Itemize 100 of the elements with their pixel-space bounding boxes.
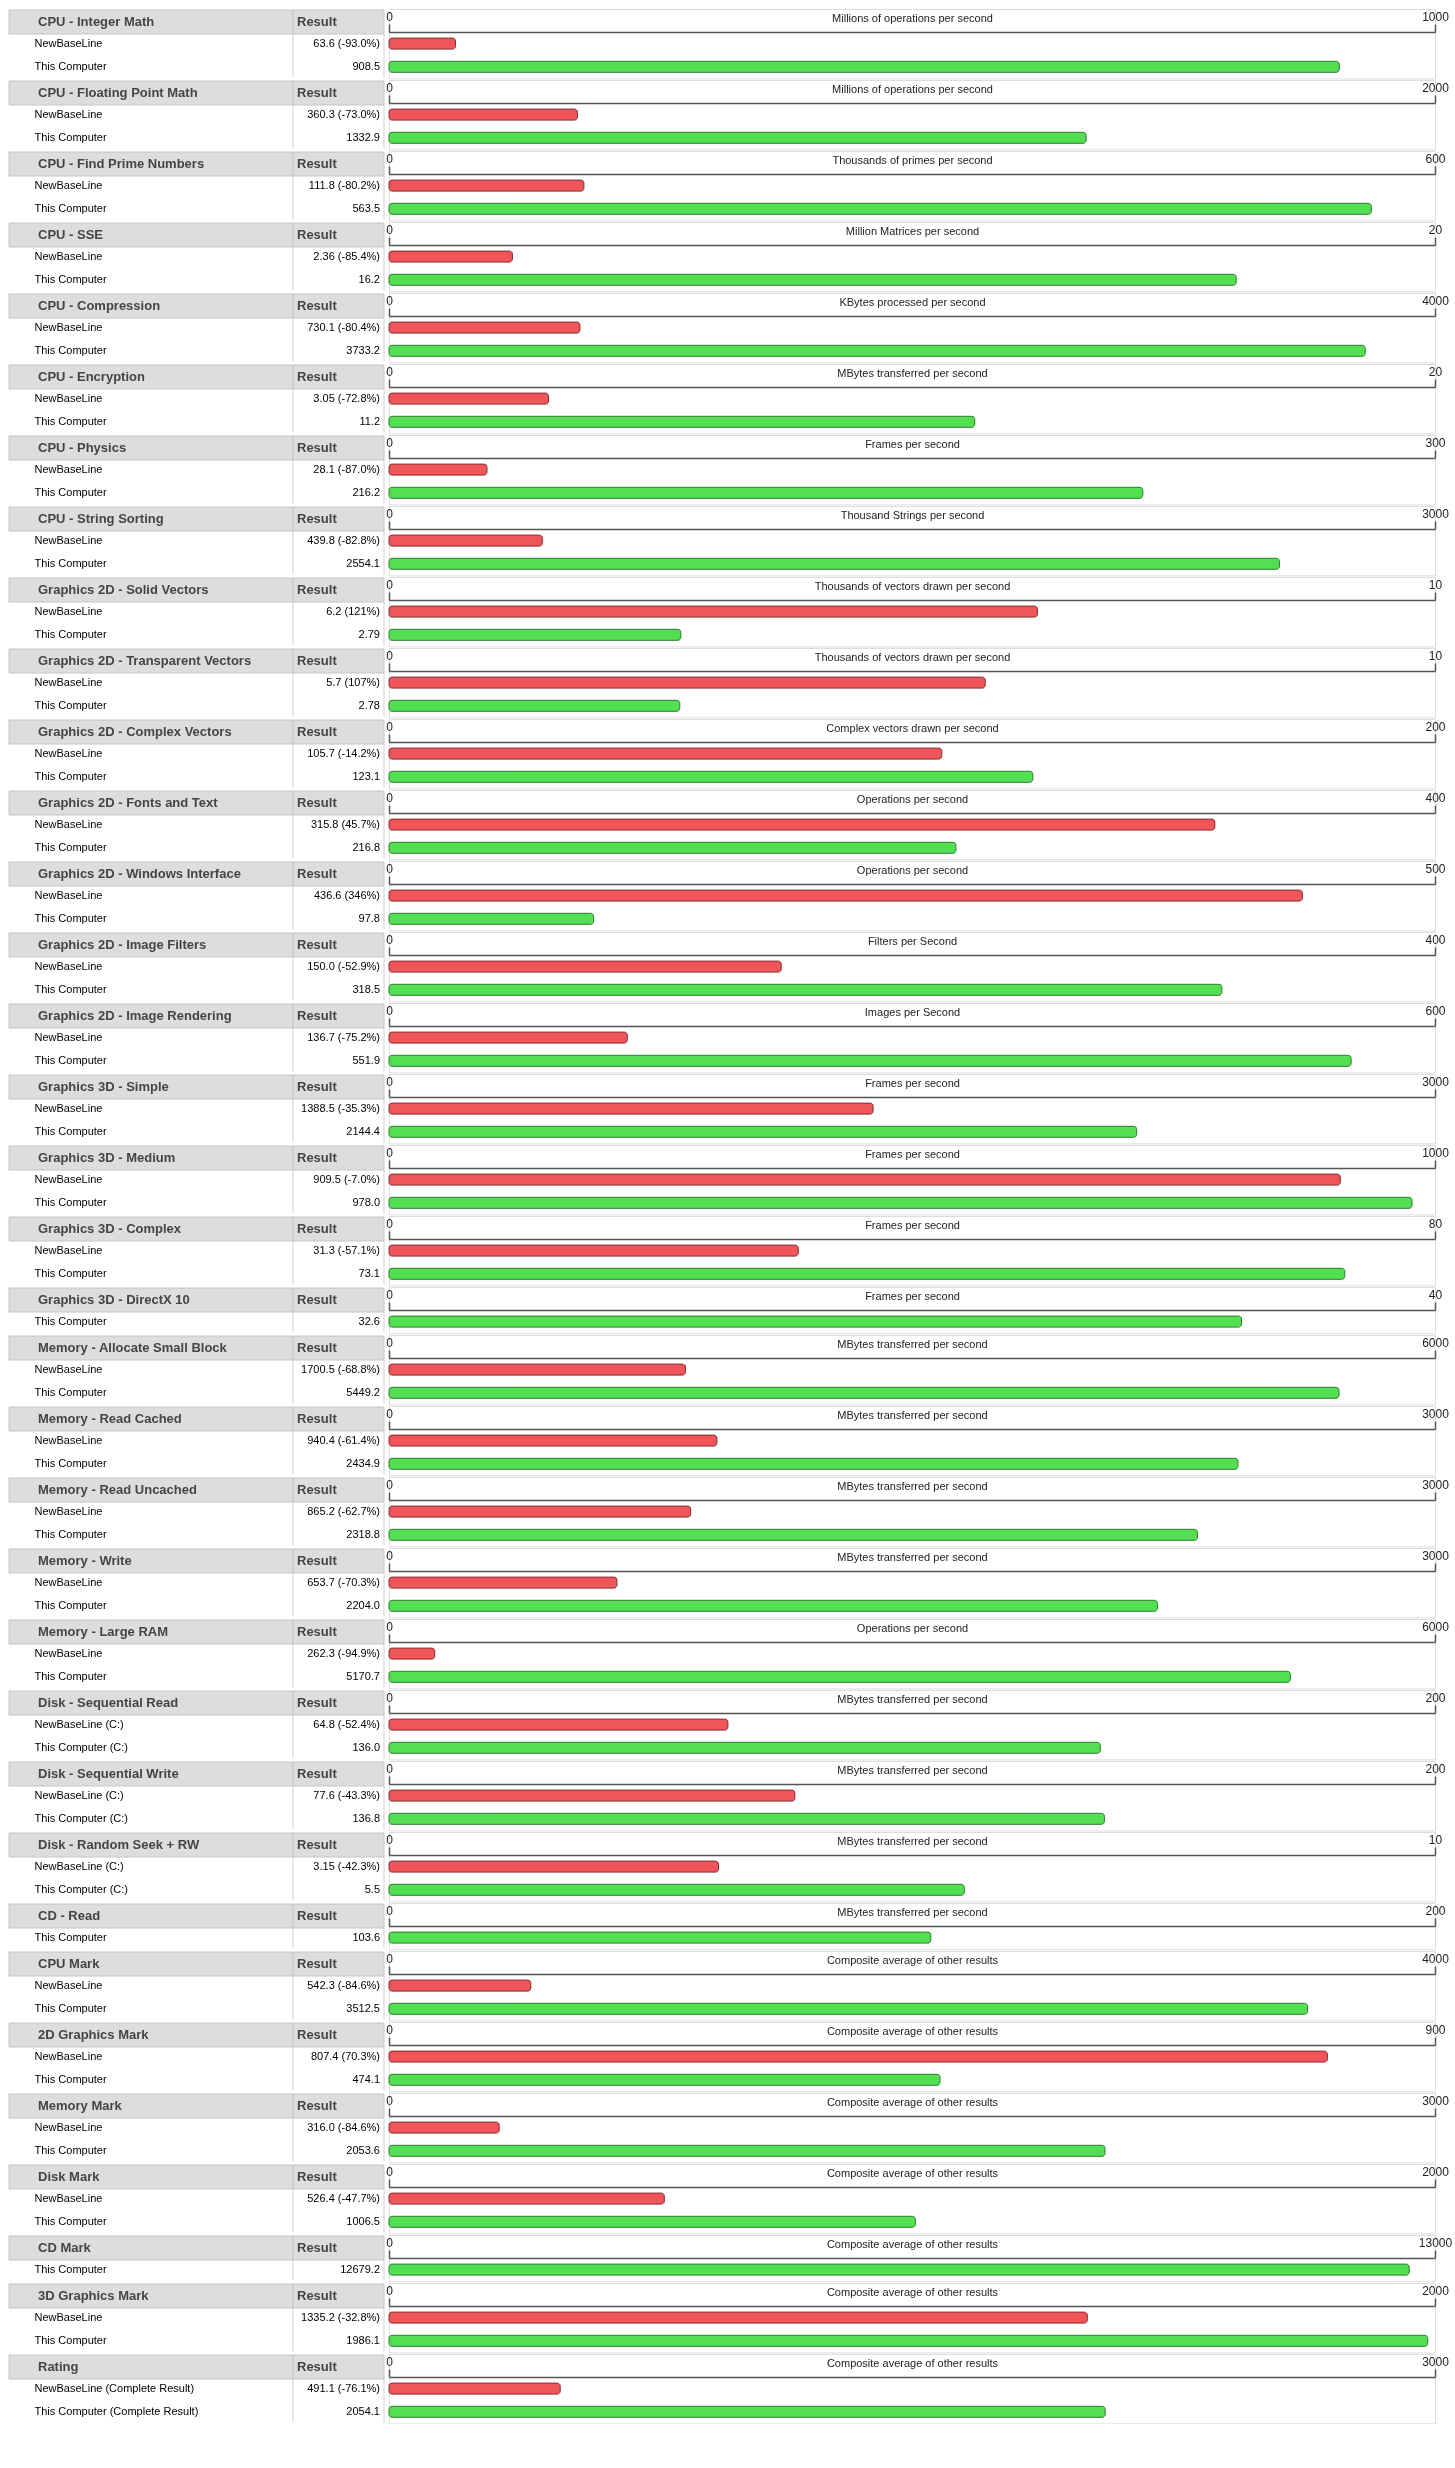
x2-axis-title: Frames per second [865, 1218, 960, 1231]
x2-tick-label: 600 [1425, 151, 1446, 166]
data-label: 3512.5 [346, 2001, 380, 2014]
data-label: 439.8 (-82.8%) [307, 533, 380, 546]
y-tick-label: NewBaseLine [34, 1504, 103, 1517]
y-tick-label: This Computer [34, 1598, 107, 1611]
data-label: 2554.1 [346, 556, 380, 569]
x2-tick-label: 0 [386, 1406, 394, 1421]
data-label: 1335.2 (-32.8%) [301, 2310, 380, 2323]
data-label: 216.2 [352, 485, 380, 498]
x2-tick-label: 40 [1428, 1287, 1443, 1302]
data-label: 491.1 (-76.1%) [307, 2381, 380, 2394]
y-tick-label: NewBaseLine (Complete Result) [34, 2381, 195, 2394]
data-label: 3.15 (-42.3%) [313, 1859, 380, 1872]
x2-tick-label: 500 [1425, 861, 1446, 876]
text: Graphics 2D - Transparent Vectors [38, 653, 252, 668]
data-label: 5170.7 [346, 1669, 380, 1682]
y-tick-label: This Computer [34, 1195, 107, 1208]
y-tick-label: This Computer [34, 1053, 107, 1066]
text: Disk - Random Seek + RW [38, 1837, 200, 1852]
x2-tick-label: 3000 [1422, 1406, 1450, 1421]
y-tick-label: This Computer [34, 1266, 107, 1279]
data-label: 318.5 [352, 982, 380, 995]
text: Result [297, 1766, 338, 1781]
y-tick-label: NewBaseLine [34, 959, 103, 972]
data-label: 2144.4 [346, 1124, 380, 1137]
data-label: 12679.2 [340, 2262, 380, 2275]
data-label: 978.0 [352, 1195, 380, 1208]
data-label: 2054.1 [346, 2404, 380, 2417]
y-tick-label: This Computer (C:) [34, 1811, 129, 1824]
x2-tick-label: 6000 [1422, 1335, 1450, 1350]
text: CPU - String Sorting [38, 511, 164, 526]
y-tick-label: NewBaseLine [34, 888, 103, 901]
data-label: 2053.6 [346, 2143, 380, 2156]
x2-tick-label: 10 [1428, 1832, 1443, 1847]
data-label: 136.7 (-75.2%) [307, 1030, 380, 1043]
y-tick-label: This Computer (Complete Result) [34, 2404, 199, 2417]
x2-tick-label: 0 [386, 506, 394, 521]
x2-tick-label: 0 [386, 364, 394, 379]
text: Result [297, 511, 338, 526]
text: Result [297, 440, 338, 455]
text: Graphics 3D - Medium [38, 1150, 176, 1165]
data-label: 73.1 [358, 1266, 380, 1279]
y-tick-label: NewBaseLine [34, 1101, 103, 1114]
data-label: 316.0 (-84.6%) [307, 2120, 380, 2133]
y-tick-label: This Computer [34, 911, 107, 924]
x2-tick-label: 200 [1425, 719, 1446, 734]
data-label: 5.7 (107%) [326, 675, 380, 688]
data-label: 6.2 (121%) [326, 604, 380, 617]
x2-tick-label: 4000 [1422, 1951, 1450, 1966]
text: Graphics 2D - Complex Vectors [38, 724, 232, 739]
x2-tick-label: 0 [386, 790, 394, 805]
text: Result [297, 369, 338, 384]
x2-axis-title: Images per Second [864, 1005, 961, 1018]
x2-tick-label: 2000 [1422, 2164, 1450, 2179]
text: Result [297, 653, 338, 668]
y-tick-label: NewBaseLine [34, 36, 103, 49]
text: Disk - Sequential Read [38, 1695, 179, 1710]
y-tick-label: This Computer [34, 485, 107, 498]
text: Memory - Write [38, 1553, 132, 1568]
x2-tick-label: 400 [1425, 790, 1446, 805]
data-label: 111.8 (-80.2%) [308, 178, 380, 191]
x2-tick-label: 0 [386, 435, 394, 450]
x2-tick-label: 3000 [1422, 506, 1450, 521]
x2-axis-title: Thousands of vectors drawn per second [814, 650, 1011, 663]
data-label: 730.1 (-80.4%) [307, 320, 380, 333]
data-label: 11.2 [359, 414, 380, 427]
y-tick-label: This Computer [34, 1314, 107, 1327]
x2-tick-label: 0 [386, 1951, 394, 1966]
text: Result [297, 2027, 338, 2042]
x2-axis-title: Complex vectors drawn per second [826, 721, 999, 734]
y-tick-label: NewBaseLine [34, 1243, 103, 1256]
text: CD - Read [38, 1908, 101, 1923]
y-tick-label: This Computer [34, 2214, 107, 2227]
y-tick-label: This Computer [34, 1456, 107, 1469]
data-label: 262.3 (-94.9%) [307, 1646, 380, 1659]
data-label: 2318.8 [346, 1527, 380, 1540]
x2-tick-label: 0 [386, 1477, 394, 1492]
data-label: 32.6 [358, 1314, 380, 1327]
x2-axis-title: Operations per second [856, 1621, 969, 1634]
x2-axis-title: MBytes transferred per second [837, 366, 988, 379]
y-tick-label: NewBaseLine [34, 2049, 103, 2062]
x2-axis-title: Composite average of other results [826, 1953, 999, 1966]
y-tick-label: NewBaseLine [34, 1030, 103, 1043]
y-tick-label: NewBaseLine (C:) [34, 1717, 124, 1730]
data-label: 940.4 (-61.4%) [307, 1433, 380, 1446]
x2-axis-title: Composite average of other results [826, 2095, 999, 2108]
x2-tick-label: 0 [386, 80, 394, 95]
x2-axis-title: KBytes processed per second [839, 295, 986, 308]
text: Result [297, 2240, 338, 2255]
x2-axis-title: Frames per second [865, 1076, 960, 1089]
x2-tick-label: 0 [386, 719, 394, 734]
y-tick-label: NewBaseLine [34, 391, 103, 404]
y-tick-label: This Computer [34, 1527, 107, 1540]
data-label: 103.6 [352, 1930, 380, 1943]
y-tick-label: This Computer [34, 2072, 107, 2085]
y-tick-label: NewBaseLine [34, 604, 103, 617]
y-tick-label: NewBaseLine [34, 2120, 103, 2133]
text: Graphics 2D - Windows Interface [38, 866, 241, 881]
data-label: 123.1 [352, 769, 380, 782]
